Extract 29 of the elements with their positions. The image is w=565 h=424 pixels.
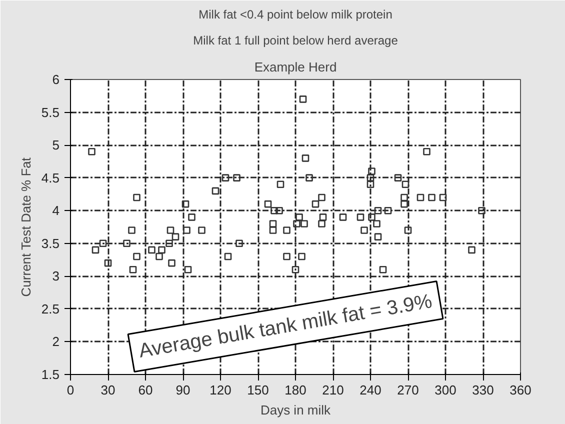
x-tick-label: 330 <box>472 382 494 398</box>
text: Milk fat <0.4 point below milk protein <box>198 8 392 22</box>
y-tick-label: 3.5 <box>41 236 60 251</box>
x-tick-label: 180 <box>284 382 306 398</box>
y-tick-label: 5 <box>52 138 60 153</box>
x-tick-label: 60 <box>138 382 153 398</box>
y-tick-label: 4.5 <box>41 170 60 186</box>
x-tick-label: 0 <box>66 382 74 398</box>
x-tick-label: 30 <box>100 382 116 398</box>
x-tick-label: 240 <box>360 382 382 398</box>
x-tick-label: 210 <box>322 382 344 398</box>
x-tick-label: 300 <box>434 382 456 398</box>
y-tick-label: 6 <box>52 72 60 87</box>
y-tick-label: 2 <box>52 334 60 350</box>
y-tick-label: 5.5 <box>41 104 60 120</box>
y-tick-label: 2.5 <box>41 301 60 316</box>
x-tick-label: 90 <box>176 382 190 398</box>
annotation: Average bulk tank milk fat = 3.9% <box>137 290 434 362</box>
x-tick-label: 270 <box>397 382 419 398</box>
x-tick-label: 150 <box>247 382 269 398</box>
x-axis-title: Days in milk <box>260 402 332 418</box>
chart-title: Example Herd <box>254 60 337 74</box>
text: Milk fat 1 full point below herd average <box>193 34 398 48</box>
x-tick-label: 360 <box>510 382 532 398</box>
y-tick-label: 1.5 <box>41 367 60 382</box>
y-axis-title: Current Test Date % Fat <box>18 157 34 297</box>
y-tick-label: 4 <box>52 203 60 218</box>
y-tick-label: 3 <box>52 268 60 284</box>
x-tick-label: 120 <box>210 382 232 398</box>
